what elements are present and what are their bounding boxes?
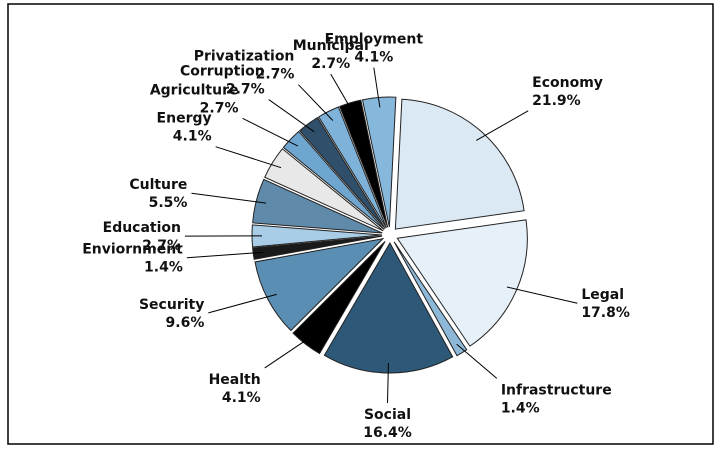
pie-slice — [394, 98, 525, 230]
slice-label: Social — [364, 407, 411, 423]
slice-label: Agriculture — [150, 82, 239, 98]
leader-line — [268, 99, 315, 133]
leader-line — [330, 73, 354, 113]
slice-label: Infrastructure — [501, 382, 612, 398]
slice-value: 2.7% — [200, 100, 239, 116]
slice-value: 2.7% — [226, 82, 265, 98]
leader-line — [242, 117, 299, 147]
pie-slice — [254, 237, 385, 332]
pie-slice — [299, 116, 386, 229]
pie-slice — [318, 106, 387, 229]
leader-line — [373, 67, 381, 108]
slice-value: 21.9% — [532, 93, 581, 109]
leader-line — [386, 362, 389, 403]
leader-line — [186, 251, 264, 259]
slice-label: Economy — [532, 75, 603, 91]
slice-value: 4.1% — [222, 390, 261, 406]
slice-value: 2.7% — [256, 67, 295, 83]
slice-value: 5.5% — [149, 195, 188, 211]
slice-label: Health — [209, 372, 261, 388]
pie-slice — [393, 241, 468, 357]
pie-slice — [339, 99, 389, 228]
pie-slice — [396, 219, 528, 347]
slice-label: Employment — [325, 32, 424, 48]
slice-value: 17.8% — [581, 305, 630, 321]
slice-value: 9.6% — [166, 315, 205, 331]
leader-line — [476, 110, 529, 141]
leader-line — [191, 192, 267, 204]
leader-line — [215, 146, 282, 169]
leader-line — [298, 84, 334, 121]
leader-line — [264, 335, 313, 369]
pie-slice — [264, 148, 384, 232]
pie-slice — [252, 235, 383, 260]
pie-slice — [282, 130, 385, 230]
slice-value: 1.4% — [501, 400, 540, 416]
pie-slice — [361, 96, 397, 228]
slice-label: Privatization — [194, 49, 295, 65]
leader-line — [506, 286, 578, 304]
slice-value: 4.1% — [173, 129, 212, 145]
slice-value: 16.4% — [363, 425, 412, 441]
slice-label: Enviornment — [82, 242, 183, 258]
leader-line — [456, 343, 498, 379]
slice-label: Legal — [581, 287, 624, 303]
slice-value: 4.1% — [354, 50, 393, 66]
slice-value: 1.4% — [144, 260, 183, 276]
pie-slice — [252, 178, 383, 234]
slice-label: Municipal — [293, 38, 369, 54]
slice-label: Culture — [129, 177, 187, 193]
slice-label: Energy — [157, 111, 212, 127]
slice-label: Corruption — [180, 64, 265, 80]
slice-label: Education — [103, 220, 181, 236]
slice-value: 2.7% — [142, 238, 181, 254]
slice-value: 2.7% — [311, 56, 350, 72]
pie-slice — [292, 240, 386, 355]
slice-label: Security — [139, 297, 204, 313]
leader-line — [208, 293, 277, 314]
